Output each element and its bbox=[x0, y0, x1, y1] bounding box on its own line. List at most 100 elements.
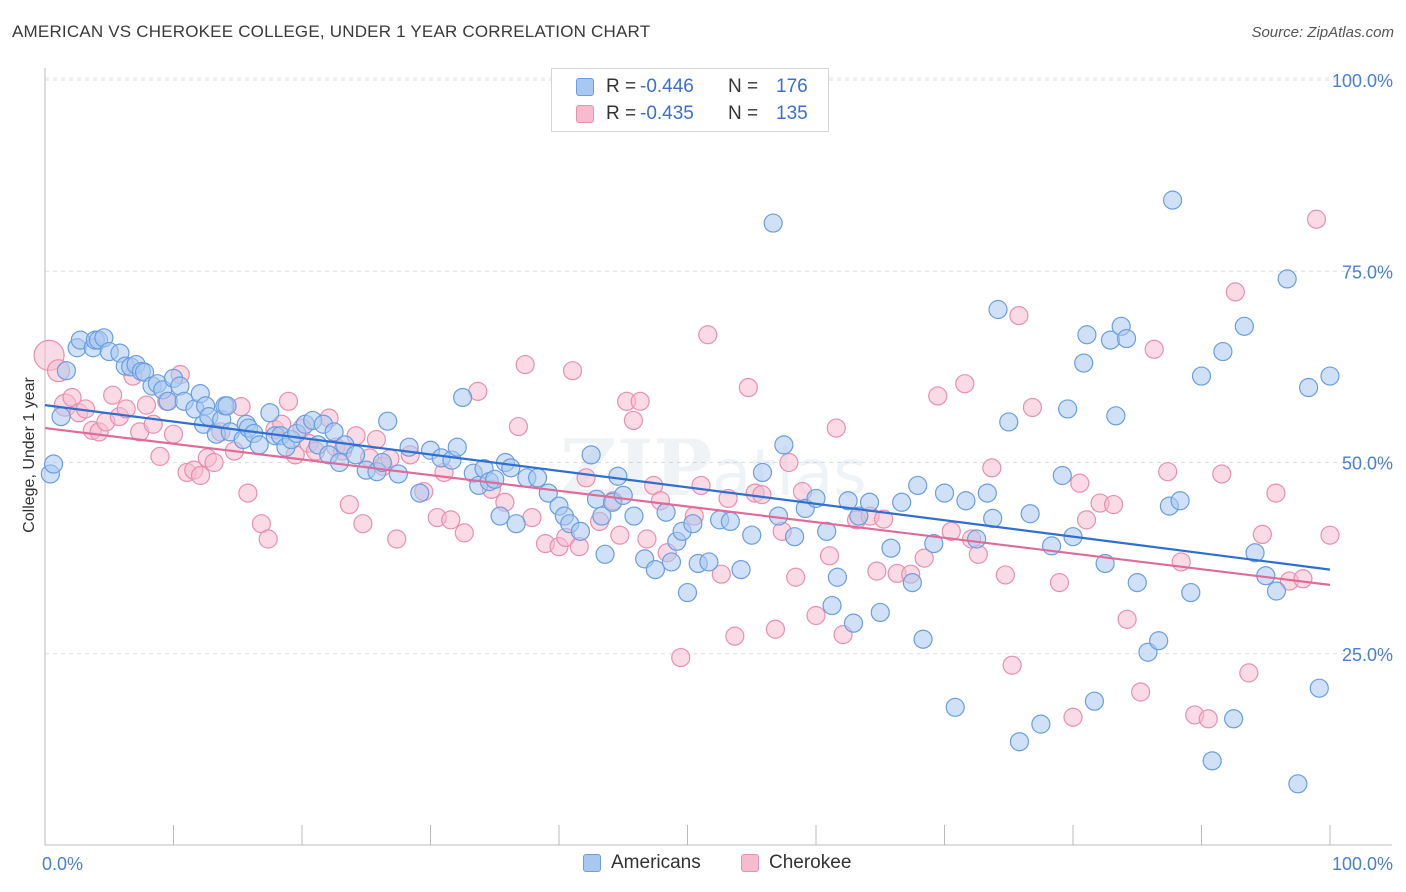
scatter-point bbox=[902, 573, 922, 593]
scatter-point bbox=[1320, 366, 1340, 386]
scatter-point bbox=[1170, 491, 1190, 511]
scatter-point bbox=[1252, 524, 1272, 545]
scatter-point bbox=[867, 561, 887, 581]
scatter-point bbox=[738, 377, 758, 398]
scatter-point bbox=[527, 468, 548, 488]
legend-n-value: 135 bbox=[776, 103, 808, 124]
scatter-point bbox=[1031, 714, 1051, 734]
scatter-point bbox=[1309, 678, 1329, 698]
scatter-point bbox=[372, 452, 392, 473]
scatter-point bbox=[1084, 691, 1105, 711]
legend-r-label: R = bbox=[606, 103, 637, 124]
scatter-point bbox=[1009, 732, 1030, 752]
scatter-point bbox=[819, 546, 840, 566]
scatter-point bbox=[874, 509, 894, 529]
scatter-point bbox=[1277, 269, 1297, 289]
scatter-point bbox=[1266, 581, 1287, 601]
scatter-point bbox=[410, 483, 430, 503]
scatter-point bbox=[249, 435, 269, 455]
scatter-point bbox=[1103, 494, 1124, 515]
scatter-point bbox=[1162, 190, 1183, 210]
scatter-point bbox=[671, 647, 691, 668]
scatter-point bbox=[278, 391, 299, 411]
bottom-legend-label: Americans bbox=[611, 852, 701, 873]
legend-r-value: -0.435 bbox=[640, 103, 694, 124]
scatter-point bbox=[441, 510, 461, 530]
scatter-point bbox=[43, 454, 64, 474]
scatter-point bbox=[779, 452, 799, 473]
scatter-point bbox=[610, 525, 630, 545]
scatter-point bbox=[1225, 282, 1245, 302]
scatter-point bbox=[1158, 462, 1178, 482]
scatter-point bbox=[1131, 682, 1151, 702]
scatter-point bbox=[1293, 569, 1313, 589]
scatter-point bbox=[1245, 543, 1265, 563]
legend: R = -0.446 N = 176 R = -0.435 N = 135 bbox=[551, 68, 829, 132]
scatter-point bbox=[843, 613, 864, 633]
scatter-point bbox=[817, 521, 837, 541]
scatter-point bbox=[881, 538, 901, 558]
scatter-point bbox=[977, 483, 997, 503]
scatter-point bbox=[339, 494, 359, 515]
scatter-point bbox=[515, 354, 535, 375]
trend-line-cherokee bbox=[44, 426, 1331, 586]
scatter-point bbox=[661, 552, 682, 572]
scatter-point bbox=[1202, 751, 1222, 771]
scatter-point bbox=[1266, 483, 1286, 503]
bottom-legend-americans: Americans bbox=[583, 852, 701, 874]
scatter-point bbox=[1298, 377, 1319, 398]
scatter-point bbox=[892, 492, 912, 512]
scatter-point bbox=[1213, 341, 1233, 362]
scatter-point bbox=[731, 559, 751, 580]
scatter-point bbox=[1058, 399, 1078, 419]
scatter-point bbox=[562, 361, 583, 381]
scatter-point bbox=[967, 529, 987, 549]
scatter-point bbox=[699, 552, 719, 572]
scatter-point bbox=[190, 465, 211, 486]
scatter-point bbox=[586, 489, 607, 509]
scatter-point bbox=[908, 475, 928, 496]
scatter-point bbox=[849, 506, 869, 526]
scatter-point bbox=[1074, 353, 1094, 373]
series-americans bbox=[40, 190, 1340, 794]
axes bbox=[44, 68, 1392, 846]
scatter-point bbox=[677, 582, 698, 603]
scatter-point bbox=[1063, 707, 1083, 727]
bottom-swatch-americans bbox=[583, 854, 601, 872]
scatter-point bbox=[1191, 366, 1212, 386]
scatter-point bbox=[656, 502, 676, 522]
scatter-point bbox=[163, 424, 184, 444]
scatter-point bbox=[1009, 306, 1029, 326]
legend-row-americans: R = -0.446 N = 176 bbox=[552, 73, 808, 101]
scatter-point bbox=[691, 475, 711, 496]
scatter-point bbox=[924, 533, 944, 554]
scatter-point bbox=[258, 529, 278, 549]
legend-n-label: N = bbox=[728, 103, 759, 124]
scatter-point bbox=[827, 567, 848, 587]
scatter-point bbox=[1239, 663, 1259, 683]
scatter-point bbox=[447, 437, 467, 457]
bottom-legend-label: Cherokee bbox=[769, 852, 852, 873]
chart-title: AMERICAN VS CHEROKEE COLLEGE, UNDER 1 YE… bbox=[12, 22, 651, 41]
scatter-point bbox=[1020, 504, 1040, 524]
scatter-point bbox=[914, 548, 934, 568]
scatter-point bbox=[506, 514, 526, 534]
scatter-point bbox=[324, 422, 344, 442]
scatter-point bbox=[453, 387, 473, 408]
y-axis-label: College, Under 1 year bbox=[21, 377, 38, 533]
legend-swatch-americans bbox=[576, 78, 594, 96]
y-tick-label: 100.0% bbox=[1332, 71, 1393, 91]
scatter-point bbox=[345, 445, 366, 465]
scatter-point bbox=[928, 386, 948, 406]
scatter-point bbox=[752, 485, 772, 505]
scatter-point bbox=[454, 523, 474, 543]
scatter-point bbox=[1144, 339, 1164, 359]
x-tick-labels: 0.0% 100.0% bbox=[42, 854, 1393, 874]
legend-swatch-cherokee bbox=[576, 105, 594, 123]
legend-r-value: -0.446 bbox=[640, 76, 694, 97]
legend-n-value: 176 bbox=[776, 76, 808, 97]
scatter-point bbox=[1224, 709, 1244, 729]
scatter-point bbox=[988, 299, 1008, 320]
scatter-point bbox=[1052, 465, 1072, 486]
scatter-point bbox=[822, 595, 842, 616]
